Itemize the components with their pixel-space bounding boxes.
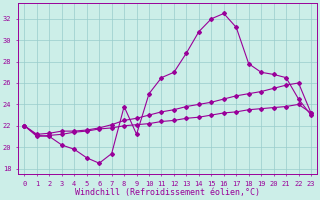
X-axis label: Windchill (Refroidissement éolien,°C): Windchill (Refroidissement éolien,°C)	[75, 188, 260, 197]
